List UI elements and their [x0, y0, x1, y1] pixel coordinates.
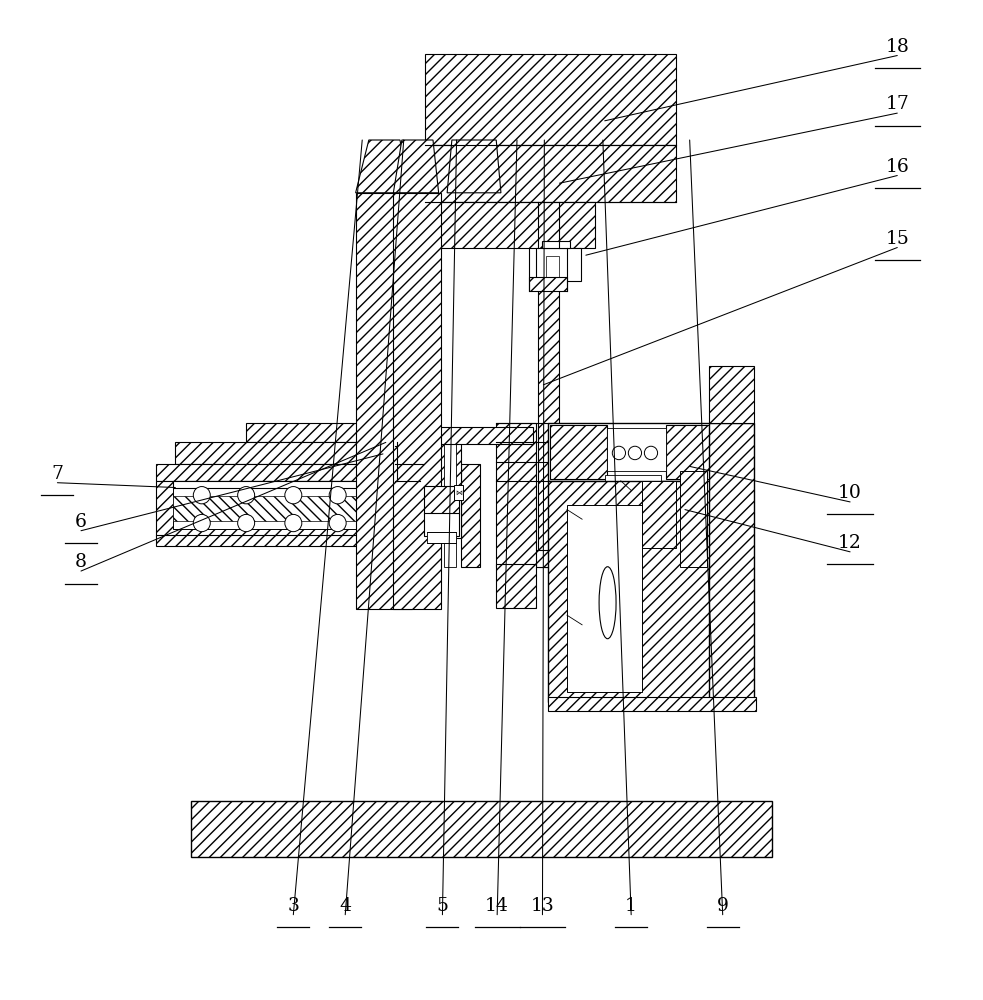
Bar — [542, 241, 570, 248]
Text: 15: 15 — [886, 230, 909, 248]
Bar — [156, 535, 390, 546]
Bar — [529, 277, 567, 291]
Bar — [173, 488, 373, 529]
Bar — [444, 442, 456, 567]
Bar — [173, 481, 373, 488]
Bar — [397, 433, 421, 444]
Text: 14: 14 — [486, 897, 509, 915]
Bar — [547, 256, 558, 277]
Bar — [605, 475, 662, 483]
Circle shape — [285, 487, 302, 504]
Bar — [549, 481, 714, 702]
Bar — [175, 442, 392, 464]
Bar — [393, 193, 440, 609]
Bar — [643, 481, 675, 548]
Bar — [428, 532, 456, 543]
Bar — [454, 485, 463, 500]
Circle shape — [612, 446, 625, 460]
Text: 17: 17 — [886, 95, 909, 113]
Polygon shape — [393, 140, 438, 193]
Bar — [550, 425, 607, 479]
Text: 6: 6 — [75, 513, 87, 531]
Bar — [526, 550, 571, 567]
Circle shape — [238, 514, 255, 532]
Bar — [496, 423, 536, 567]
Bar — [192, 801, 772, 857]
Bar — [536, 248, 581, 281]
Bar — [424, 513, 459, 536]
Bar — [426, 145, 675, 202]
Bar — [549, 423, 714, 481]
Circle shape — [194, 487, 210, 504]
Bar — [438, 442, 461, 500]
Bar — [439, 202, 596, 248]
Text: 5: 5 — [436, 897, 448, 915]
Bar — [438, 500, 461, 538]
Bar — [709, 366, 754, 423]
Text: 4: 4 — [339, 897, 351, 915]
Bar — [461, 464, 480, 567]
Circle shape — [194, 514, 210, 532]
Circle shape — [238, 487, 255, 504]
Bar — [709, 423, 754, 702]
Bar — [424, 486, 459, 514]
Bar — [605, 481, 628, 490]
Circle shape — [645, 446, 658, 460]
Bar — [538, 281, 558, 567]
Bar — [156, 464, 390, 481]
Text: 1: 1 — [625, 897, 637, 915]
Bar — [356, 193, 412, 609]
Ellipse shape — [599, 567, 616, 639]
Text: 10: 10 — [838, 484, 862, 502]
Circle shape — [285, 514, 302, 532]
Circle shape — [628, 446, 642, 460]
Bar — [422, 427, 533, 444]
Text: 7: 7 — [51, 465, 64, 483]
Bar — [387, 464, 397, 546]
Bar — [666, 425, 712, 479]
Bar — [549, 697, 756, 711]
Bar — [423, 442, 458, 464]
Bar — [246, 423, 395, 442]
Bar — [173, 496, 373, 521]
Circle shape — [329, 514, 346, 532]
Text: $\bowtie$: $\bowtie$ — [454, 488, 463, 497]
Text: 13: 13 — [531, 897, 554, 915]
Text: 18: 18 — [886, 38, 909, 56]
Circle shape — [329, 487, 346, 504]
Bar — [607, 428, 666, 471]
Bar — [567, 505, 643, 692]
Bar — [426, 54, 675, 145]
Polygon shape — [447, 140, 501, 193]
Bar — [156, 481, 390, 536]
Bar — [426, 464, 454, 481]
Bar — [496, 564, 536, 608]
Bar — [387, 423, 405, 444]
Text: 8: 8 — [75, 553, 87, 571]
Text: 16: 16 — [886, 158, 909, 176]
Bar — [662, 481, 670, 490]
Bar — [378, 442, 405, 481]
Polygon shape — [356, 140, 410, 193]
Text: 9: 9 — [717, 897, 728, 915]
Text: 12: 12 — [838, 534, 862, 552]
Bar — [420, 464, 438, 567]
Text: 3: 3 — [287, 897, 299, 915]
Bar — [680, 471, 707, 567]
